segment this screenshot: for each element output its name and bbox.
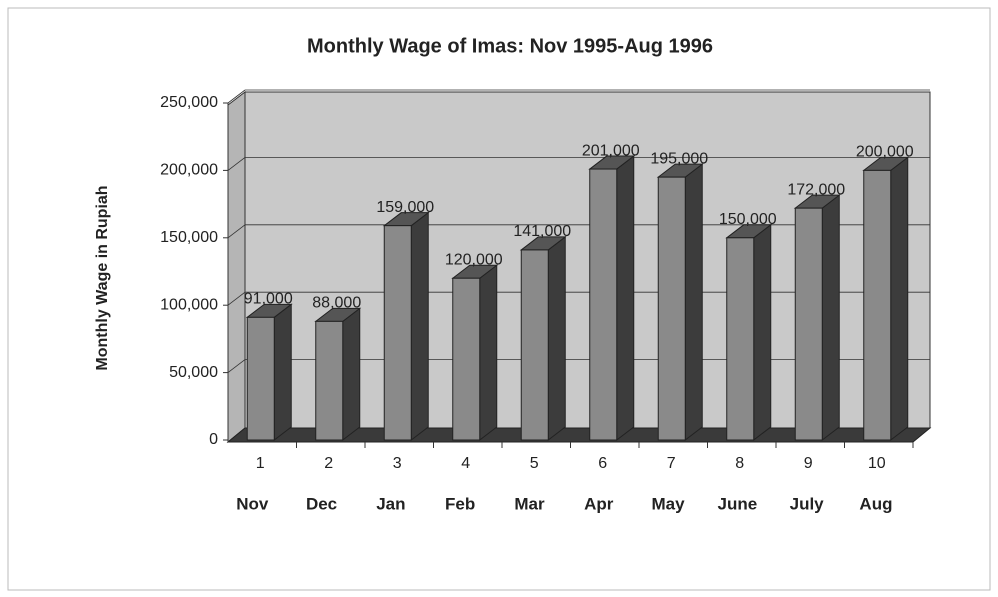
bar-side <box>410 211 429 442</box>
value-label: 88,000 <box>312 295 361 312</box>
grid-line <box>227 291 246 306</box>
y-tick-label: 0 <box>209 431 218 448</box>
x-month-label: July <box>790 494 825 513</box>
x-tick-label: 1 <box>256 455 265 472</box>
x-tick-label: 10 <box>868 455 886 472</box>
bar-side <box>616 155 635 442</box>
bar-side <box>684 163 703 442</box>
grid-line <box>227 359 246 373</box>
value-label: 195,000 <box>650 150 708 167</box>
bar <box>726 237 755 441</box>
x-tick-label: 9 <box>804 455 813 472</box>
value-label: 91,000 <box>244 291 293 308</box>
y-tick-label: 150,000 <box>160 229 218 246</box>
x-tick-label: 7 <box>667 455 676 472</box>
x-tick-label: 2 <box>324 455 333 472</box>
bar <box>246 316 275 441</box>
grid-line <box>227 157 246 171</box>
x-month-label: May <box>652 494 686 513</box>
grid-line <box>227 89 246 104</box>
bar <box>452 277 481 441</box>
bar <box>657 176 686 441</box>
bar-side <box>821 194 840 442</box>
bar-side <box>479 264 498 442</box>
grid-line <box>227 224 246 239</box>
bar-side <box>753 223 772 442</box>
x-month-label: Apr <box>584 494 614 513</box>
value-label: 200,000 <box>856 144 914 161</box>
y-tick-label: 100,000 <box>160 296 218 313</box>
x-tick-label: 8 <box>735 455 744 472</box>
x-month-label: Nov <box>236 494 269 513</box>
value-label: 150,000 <box>719 211 777 228</box>
bar-side <box>890 156 909 442</box>
x-month-label: Jan <box>376 494 405 513</box>
value-label: 120,000 <box>445 251 503 268</box>
value-label: 159,000 <box>376 199 434 216</box>
y-tick-label: 50,000 <box>169 364 218 381</box>
x-tick-label: 4 <box>461 455 470 472</box>
value-label: 172,000 <box>787 181 845 198</box>
x-month-label: Dec <box>306 494 337 513</box>
bar <box>863 169 892 441</box>
x-month-label: June <box>718 494 758 513</box>
bar <box>315 320 344 441</box>
bar <box>589 168 618 441</box>
bar-side <box>547 235 566 442</box>
chart-title: Monthly Wage of Imas: Nov 1995-Aug 1996 <box>307 35 713 57</box>
x-month-label: Feb <box>445 494 475 513</box>
bar <box>794 207 823 441</box>
bar-side <box>273 303 292 442</box>
bar <box>383 225 412 441</box>
x-month-label: Aug <box>859 494 892 513</box>
value-label: 201,000 <box>582 142 640 159</box>
y-tick-label: 200,000 <box>160 162 218 179</box>
x-tick-label: 5 <box>530 455 539 472</box>
x-tick-label: 3 <box>393 455 402 472</box>
value-label: 141,000 <box>513 223 571 240</box>
x-tick-label: 6 <box>598 455 607 472</box>
y-tick-label: 250,000 <box>160 94 218 111</box>
x-month-label: Mar <box>514 494 545 513</box>
y-axis-label: Monthly Wage in Rupiah <box>94 185 111 370</box>
bar-side <box>342 307 361 442</box>
side-wall <box>227 90 246 444</box>
bar <box>520 249 549 441</box>
